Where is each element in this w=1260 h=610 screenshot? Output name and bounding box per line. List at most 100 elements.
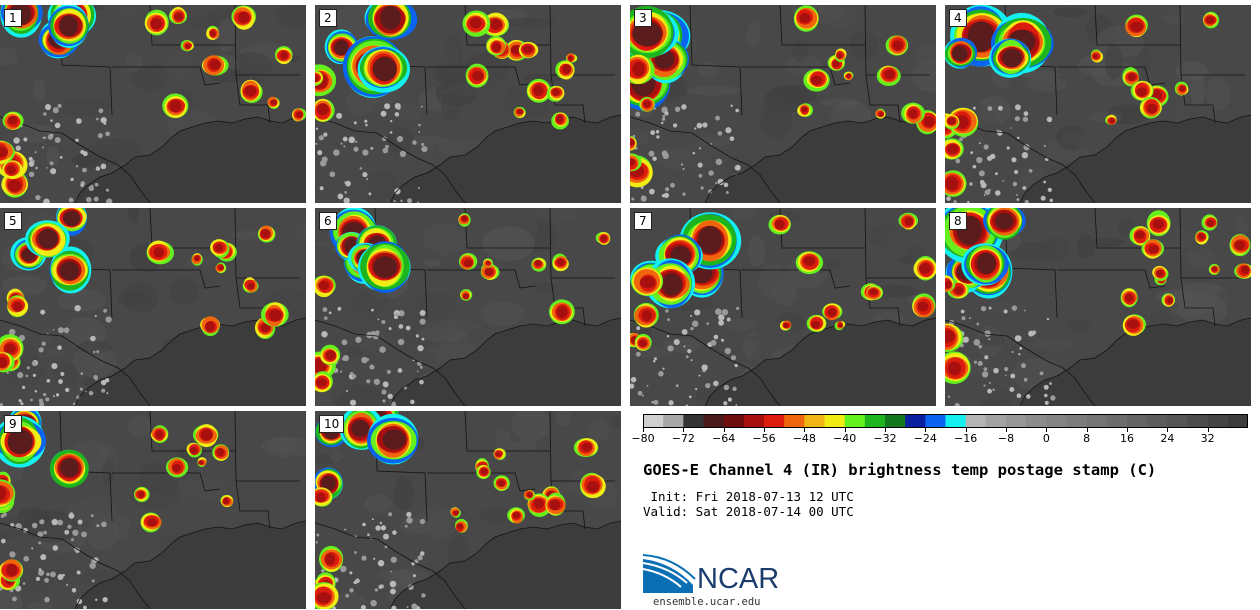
- colorbar-tick-label: −80: [631, 432, 655, 445]
- convective-cell: [783, 322, 789, 328]
- convective-cell: [462, 293, 469, 300]
- convective-cell: [209, 59, 221, 70]
- cloud-speckle: [100, 117, 107, 124]
- cloud-speckle: [983, 194, 986, 197]
- convective-cell: [6, 165, 16, 175]
- convective-cell: [174, 12, 183, 21]
- colorbar-bin: [743, 414, 765, 428]
- cloud-speckle: [390, 588, 396, 595]
- cloud-speckle: [349, 588, 354, 593]
- surface-texture: [1076, 232, 1095, 259]
- cloud-speckle: [706, 322, 710, 325]
- cloud-speckle: [67, 524, 72, 529]
- surface-texture: [508, 441, 538, 451]
- cloud-speckle: [362, 149, 369, 156]
- cloud-speckle: [370, 599, 377, 607]
- cloud-speckle: [1019, 346, 1023, 350]
- convective-cell: [244, 85, 257, 97]
- cloud-speckle: [355, 140, 358, 144]
- cloud-speckle: [702, 122, 708, 128]
- cloud-speckle: [23, 556, 29, 562]
- cloud-speckle: [322, 307, 328, 312]
- convective-cell: [198, 460, 203, 465]
- convective-cell: [586, 481, 600, 493]
- convective-cell: [1136, 87, 1147, 97]
- cloud-speckle: [37, 569, 45, 576]
- cloud-speckle: [681, 104, 687, 110]
- cloud-speckle: [337, 193, 344, 200]
- cloud-speckle: [389, 580, 397, 588]
- cloud-speckle: [732, 386, 737, 391]
- cloud-speckle: [713, 334, 719, 340]
- cloud-speckle: [1016, 393, 1022, 399]
- forecast-panel-2: 2: [315, 5, 621, 203]
- convective-cell: [472, 70, 484, 81]
- colorbar-tick-mark: [885, 428, 886, 432]
- cloud-speckle: [1046, 317, 1050, 321]
- cloud-speckle: [21, 385, 26, 390]
- cloud-speckle: [695, 387, 698, 391]
- cloud-speckle: [395, 313, 399, 317]
- cloud-speckle: [394, 112, 400, 117]
- boundary-line: [235, 74, 271, 124]
- convective-cell: [456, 523, 464, 530]
- forecast-panel-4: 4: [945, 5, 1251, 203]
- convective-cell: [4, 343, 16, 354]
- cloud-speckle: [655, 130, 660, 134]
- surface-texture: [77, 340, 113, 354]
- cloud-speckle: [725, 127, 732, 134]
- convective-cell: [321, 475, 336, 491]
- cloud-speckle: [72, 402, 76, 406]
- convection-layer: [630, 5, 936, 188]
- cloud-speckle: [1024, 309, 1026, 312]
- cloud-speckle: [673, 339, 680, 346]
- cloud-speckle: [319, 186, 324, 191]
- cloud-speckle: [95, 166, 101, 171]
- surface-texture: [127, 415, 152, 438]
- boundary-line: [704, 317, 936, 406]
- convective-cell: [917, 301, 929, 312]
- convective-cell: [945, 329, 955, 343]
- colorbar-tick-mark: [844, 428, 846, 432]
- surface-texture: [1068, 318, 1091, 334]
- surface-texture: [139, 462, 171, 491]
- cloud-speckle: [663, 192, 670, 199]
- init-time: Init: Fri 2018-07-13 12 UTC: [643, 489, 854, 504]
- convection-layer: [315, 208, 611, 393]
- cloud-speckle: [685, 404, 688, 406]
- cloud-speckle: [1023, 377, 1028, 382]
- cloud-speckle: [364, 119, 368, 123]
- cloud-speckle: [1049, 382, 1052, 385]
- cloud-speckle: [670, 182, 675, 188]
- cloud-speckle: [710, 143, 713, 145]
- cloud-speckle: [39, 401, 45, 406]
- cloud-speckle: [986, 155, 993, 161]
- cloud-speckle: [90, 514, 94, 518]
- convective-cell: [12, 301, 23, 312]
- ir-map: [630, 208, 936, 406]
- panel-label-7: 7: [634, 212, 652, 230]
- colorbar-bin: [925, 414, 946, 428]
- cloud-speckle: [640, 195, 647, 202]
- boundary-line: [389, 520, 621, 609]
- cloud-speckle: [721, 338, 725, 342]
- colorbar: [643, 414, 1248, 428]
- cloud-speckle: [972, 164, 977, 169]
- cloud-speckle: [371, 518, 374, 521]
- cloud-speckle: [406, 517, 413, 524]
- convection-layer: [630, 212, 936, 351]
- convective-cell: [908, 108, 918, 119]
- forecast-panel-6: 6: [315, 208, 621, 406]
- cloud-speckle: [362, 522, 366, 527]
- cloud-speckle: [68, 197, 74, 203]
- surface-texture: [1022, 70, 1060, 79]
- surface-texture: [186, 15, 217, 29]
- forecast-panel-5: 5: [0, 208, 306, 406]
- logo-url: ensemble.ucar.edu: [653, 596, 761, 608]
- convective-cell: [951, 46, 968, 62]
- surface-texture: [907, 245, 924, 260]
- cloud-speckle: [382, 533, 389, 540]
- cloud-speckle: [418, 131, 421, 133]
- colorbar-tick-mark: [764, 428, 765, 432]
- convective-cell: [1127, 73, 1136, 81]
